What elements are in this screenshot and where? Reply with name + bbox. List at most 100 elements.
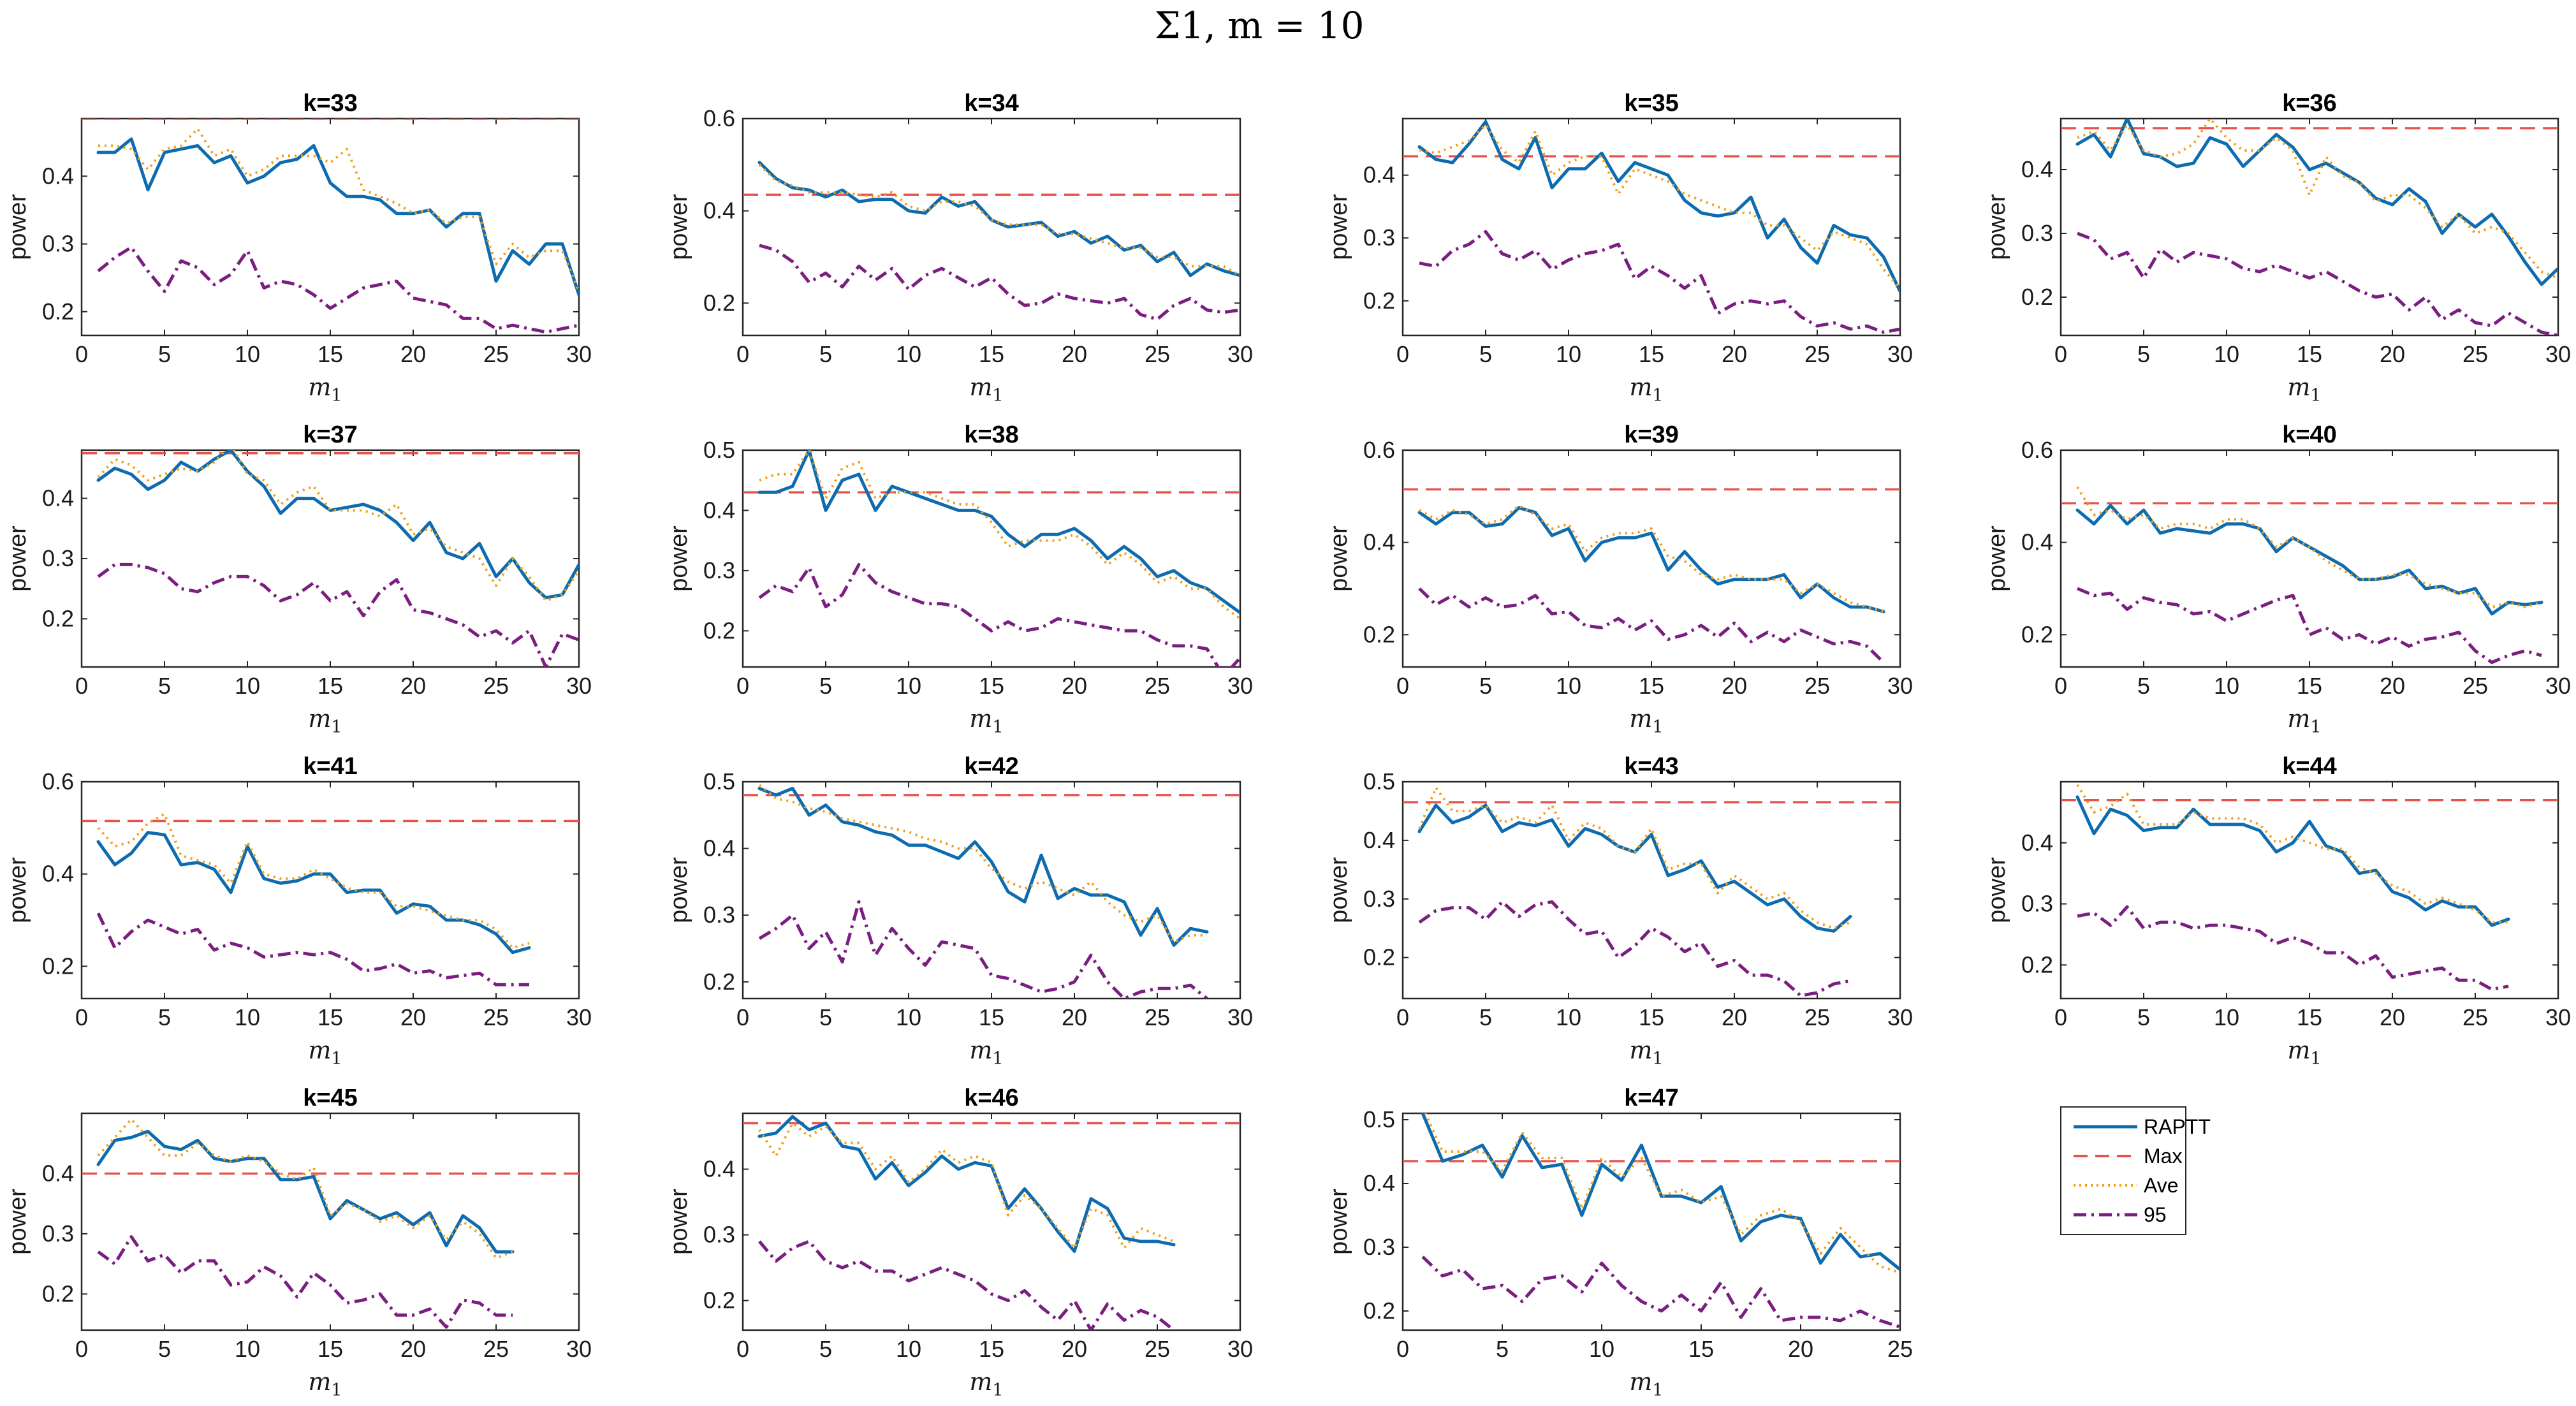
x-tick-label: 30: [1887, 673, 1913, 699]
subplot-title: k=33: [303, 90, 358, 117]
raptt-series: [96, 137, 579, 297]
plot-area: [1403, 1113, 1900, 1329]
axes-box: [742, 1112, 1241, 1331]
plot-area: [743, 784, 1240, 999]
y-tick-label: 0.3: [42, 1220, 74, 1247]
axes-box: [2060, 780, 2559, 1000]
ave-series: [1418, 786, 1851, 930]
x-tick-label: 30: [1887, 1004, 1913, 1030]
y-tick-label: 0.2: [1363, 288, 1395, 314]
x-tick-label: 5: [2137, 341, 2150, 367]
x-tick-label: 5: [158, 341, 171, 367]
axes-box: [80, 1112, 580, 1331]
y-tick-label: 0.4: [2021, 529, 2053, 555]
y-tick-label: 0.4: [2021, 156, 2053, 182]
x-tick-label: 0: [2054, 341, 2067, 367]
p95-series: [97, 1235, 513, 1329]
x-tick-label: 0: [75, 341, 88, 367]
x-tick-label: 30: [1227, 1004, 1253, 1030]
x-tick-label: 10: [2214, 1004, 2239, 1030]
axes-box: [80, 449, 580, 668]
x-tick-label: 10: [235, 341, 260, 367]
x-tick-label: 20: [1062, 341, 1087, 367]
x-tick-label: 10: [2214, 673, 2239, 699]
p95-series: [758, 1240, 1175, 1330]
y-tick-label: 0.2: [703, 969, 735, 995]
x-tick-label: 5: [158, 1336, 171, 1362]
subplot-k-34: k=34 0 5 10 15 20 25 30 0.2 0.4 0.6 power m1: [666, 90, 1253, 406]
x-tick-label: 15: [979, 673, 1004, 699]
x-tick-label: 0: [736, 1004, 749, 1030]
y-tick-label: 0.3: [703, 1222, 735, 1248]
x-tick-label: 15: [2297, 1004, 2322, 1030]
x-tick-label: 20: [1788, 1336, 1813, 1362]
x-tick-label: 5: [819, 1336, 832, 1362]
y-tick-label: 0.3: [2021, 220, 2053, 246]
legend: RAPTT Max Ave 95: [2060, 1106, 2211, 1235]
x-tick-label: 15: [979, 1004, 1004, 1030]
x-tick-label: 20: [1722, 341, 1747, 367]
y-tick-label: 0.2: [703, 289, 735, 316]
x-tick-label: 30: [1887, 341, 1913, 367]
ave-series: [2076, 784, 2508, 924]
x-tick-label: 10: [235, 673, 260, 699]
x-tick-label: 15: [318, 673, 343, 699]
y-tick-label: 0.4: [703, 497, 735, 523]
raptt-series: [1421, 1113, 1900, 1271]
x-tick-label: 30: [566, 673, 592, 699]
subplot-title: k=34: [964, 90, 1019, 117]
y-tick-label: 0.2: [42, 1280, 74, 1307]
y-tick-label: 0.3: [703, 902, 735, 928]
x-tick-label: 5: [158, 673, 171, 699]
raptt-series: [96, 831, 531, 955]
axes-box: [1401, 117, 1901, 337]
subplot-title: k=40: [2282, 421, 2337, 448]
x-tick-label: 0: [736, 341, 749, 367]
x-tick-label: 20: [2380, 673, 2405, 699]
x-tick-label: 10: [235, 1336, 260, 1362]
x-tick-label: 20: [400, 1004, 426, 1030]
x-tick-label: 5: [1496, 1336, 1509, 1362]
y-tick-label: 0.3: [1363, 886, 1395, 912]
plot-area: [743, 161, 1240, 321]
ave-series: [97, 1118, 513, 1259]
y-tick-label: 0.3: [1363, 224, 1395, 251]
x-tick-label: 10: [1556, 673, 1581, 699]
y-tick-label: 0.2: [703, 1287, 735, 1314]
subplot-k-42: k=42 0 5 10 15 20 25 30 0.2 0.3 0.4 0.5 power m1: [666, 753, 1253, 1069]
x-tick-label: 10: [235, 1004, 260, 1030]
subplot-title: k=36: [2282, 90, 2337, 117]
raptt-series: [757, 1115, 1176, 1253]
plot-area: [2061, 784, 2558, 992]
x-tick-label: 25: [2463, 673, 2488, 699]
x-tick-label: 0: [1396, 673, 1409, 699]
y-tick-label: 0.4: [703, 1156, 735, 1182]
x-tick-label: 5: [1479, 673, 1492, 699]
x-axis-label: m1: [2287, 705, 2321, 737]
y-tick-label: 0.4: [42, 485, 74, 511]
y-tick-label: 0.4: [1363, 162, 1395, 188]
axes-box: [1401, 780, 1901, 1000]
subplot-title: k=37: [303, 421, 358, 448]
x-tick-label: 30: [1227, 1336, 1253, 1362]
y-tick-label: 0.3: [42, 545, 74, 571]
x-tick-label: 15: [318, 1004, 343, 1030]
subplot-k-37: k=37 0 5 10 15 20 25 30 0.2 0.3 0.4 power m1: [4, 421, 592, 737]
x-tick-label: 10: [896, 1336, 921, 1362]
p95-series: [1421, 1256, 1900, 1329]
raptt-series: [2075, 119, 2558, 286]
x-tick-label: 5: [1479, 1004, 1492, 1030]
x-axis-label: m1: [969, 373, 1003, 406]
y-tick-label: 0.4: [42, 861, 74, 887]
x-axis-label: m1: [308, 705, 342, 737]
x-tick-label: 20: [400, 1336, 426, 1362]
axes-box: [2060, 449, 2559, 668]
raptt-series: [757, 787, 1209, 947]
subplot-title: k=38: [964, 421, 1019, 448]
x-tick-label: 25: [483, 1004, 509, 1030]
